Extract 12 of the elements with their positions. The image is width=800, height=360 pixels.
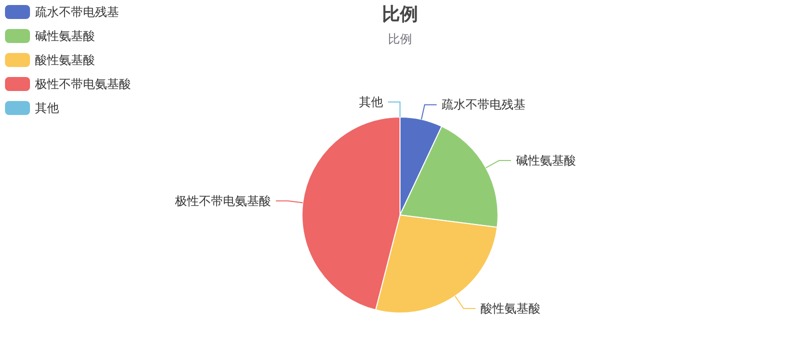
- legend-label: 极性不带电氨基酸: [34, 77, 131, 91]
- chart-title: 比例: [382, 4, 418, 25]
- slice-label: 极性不带电氨基酸: [174, 194, 271, 208]
- text: 比例: [388, 32, 412, 46]
- legend-label: 酸性氨基酸: [35, 53, 95, 67]
- legend-label: 其他: [35, 101, 59, 115]
- slice-label: 碱性氨基酸: [516, 154, 576, 168]
- legend-label: 碱性氨基酸: [35, 29, 95, 43]
- category-label: 其他: [359, 95, 383, 109]
- legend-label: 疏水不带电残基: [35, 5, 119, 19]
- slice-label: 疏水不带电残基: [442, 98, 526, 112]
- slice-label: 酸性氨基酸: [480, 301, 541, 316]
